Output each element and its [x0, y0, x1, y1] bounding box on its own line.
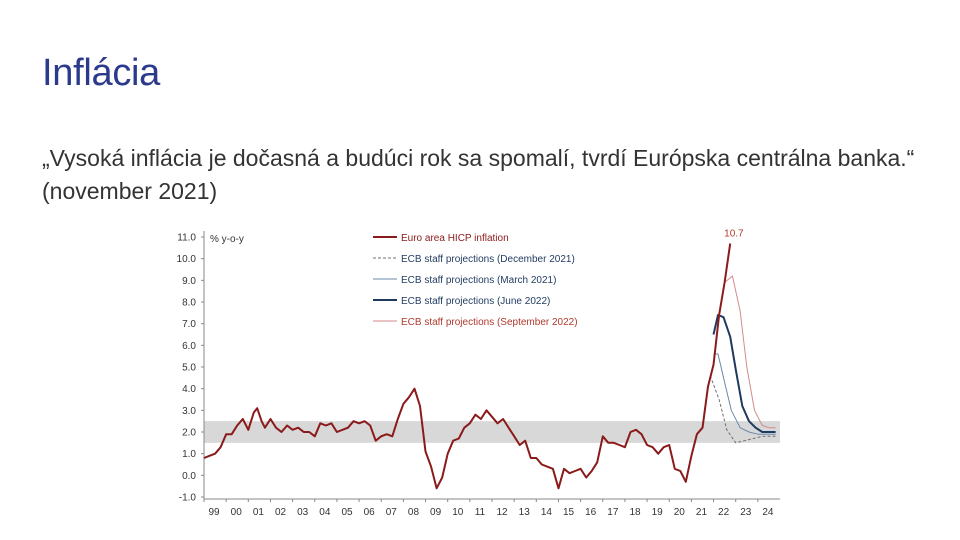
- peak-annotation: 10.7: [724, 229, 744, 240]
- slide-title: Inflácia: [42, 52, 161, 94]
- x-tick-label: 21: [696, 507, 708, 518]
- y-tick-label: 0.0: [182, 471, 196, 482]
- x-tick-label: 06: [364, 507, 376, 518]
- x-tick-label: 19: [652, 507, 664, 518]
- x-tick-label: 16: [585, 507, 597, 518]
- x-tick-label: 14: [541, 507, 553, 518]
- legend-label: ECB staff projections (March 2021): [401, 275, 556, 286]
- y-tick-label: 9.0: [182, 276, 196, 287]
- x-tick-label: 23: [740, 507, 752, 518]
- slide-quote: „Vysoká inflácia je dočasná a budúci rok…: [42, 145, 915, 204]
- y-tick-label: 1.0: [182, 449, 196, 460]
- y-tick-label: 7.0: [182, 319, 196, 330]
- y-tick-label: 8.0: [182, 298, 196, 309]
- x-tick-label: 11: [475, 507, 486, 518]
- x-tick-label: 08: [408, 507, 420, 518]
- series-line-4: [724, 275, 776, 429]
- unit-label: % y-o-y: [210, 234, 244, 245]
- x-tick-label: 00: [231, 507, 243, 518]
- x-tick-label: 22: [718, 507, 730, 518]
- y-tick-label: 11.0: [177, 233, 196, 244]
- x-tick-label: 01: [253, 507, 265, 518]
- x-tick-label: 12: [497, 507, 509, 518]
- x-tick-label: 04: [319, 507, 331, 518]
- x-tick-label: 07: [386, 507, 398, 518]
- y-tick-label: -1.0: [179, 493, 197, 504]
- x-tick-label: 17: [607, 507, 619, 518]
- series-line-0: [203, 243, 732, 490]
- legend-label: ECB staff projections (September 2022): [401, 317, 578, 328]
- y-tick-label: 3.0: [182, 406, 196, 417]
- chart-svg: 11.0 10.0 9.0 8.0 7.0 6.0 5.0 4.0 3.0 2.0 1.0 0.0 -1…: [177, 229, 780, 518]
- y-tick-label: 10.0: [177, 254, 197, 265]
- x-tick-label: 13: [519, 507, 531, 518]
- legend-label: ECB staff projections (June 2022): [401, 296, 550, 307]
- x-tick-label: 02: [275, 507, 287, 518]
- series-line-3: [712, 314, 776, 433]
- y-tick-label: 4.0: [182, 384, 196, 395]
- x-tick-label: 99: [209, 507, 221, 518]
- legend-label: ECB staff projections (December 2021): [401, 254, 575, 265]
- series-line-1: [709, 375, 776, 444]
- x-tick-label: 24: [762, 507, 774, 518]
- legend-label: Euro area HICP inflation: [401, 233, 509, 244]
- y-tick-label: 2.0: [182, 428, 196, 439]
- y-tick-label: 5.0: [182, 363, 196, 374]
- x-tick-label: 05: [341, 507, 353, 518]
- inflation-chart: 11.0 10.0 9.0 8.0 7.0 6.0 5.0 4.0 3.0 2.0 1.0 0.0 -1…: [168, 218, 788, 526]
- x-tick-label: 20: [674, 507, 686, 518]
- x-tick-label: 09: [430, 507, 442, 518]
- y-tick-label: 6.0: [182, 341, 196, 352]
- x-tick-label: 18: [629, 507, 641, 518]
- x-tick-label: 03: [297, 507, 309, 518]
- series-line-2: [713, 353, 776, 435]
- x-tick-label: 15: [563, 507, 575, 518]
- target-band: [204, 421, 780, 443]
- x-tick-label: 10: [452, 507, 464, 518]
